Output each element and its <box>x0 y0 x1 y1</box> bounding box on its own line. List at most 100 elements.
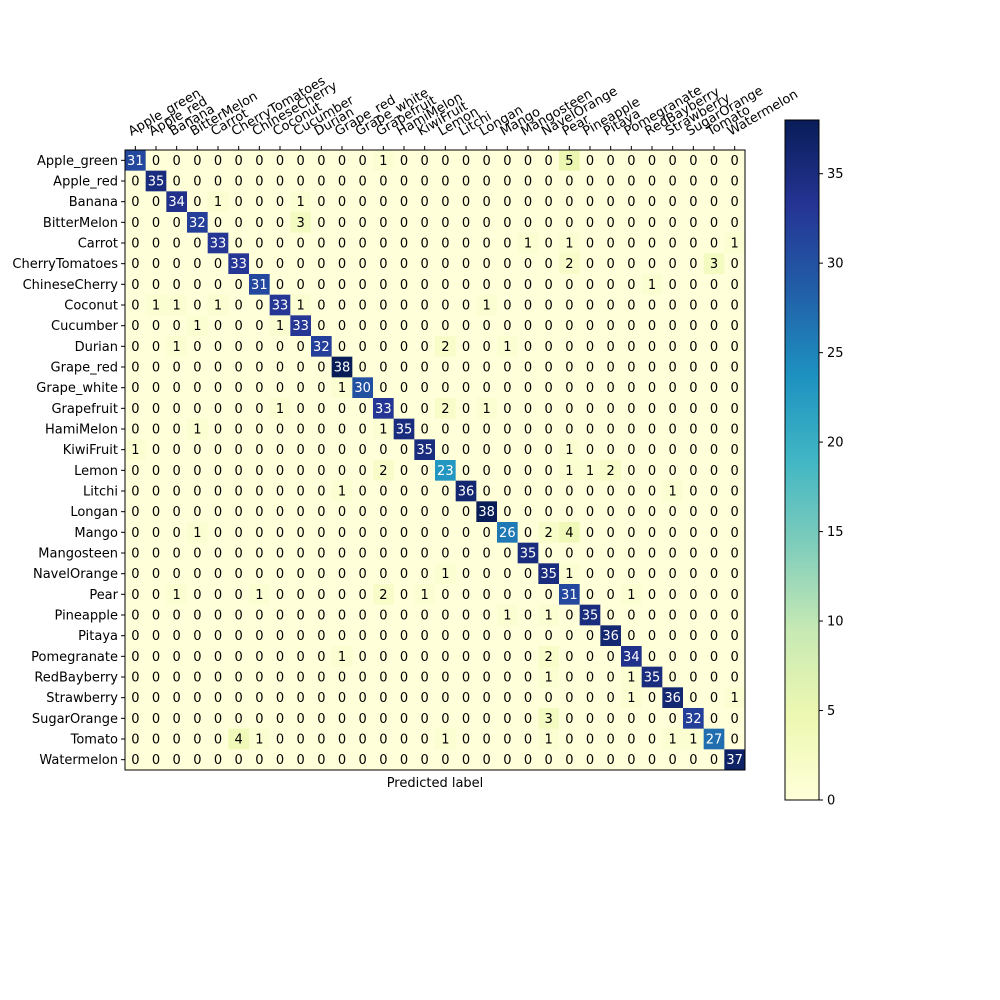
heatmap-cell <box>600 563 622 585</box>
heatmap-cell <box>662 708 684 730</box>
cell-value: 0 <box>607 381 615 396</box>
heatmap-cell <box>290 377 312 399</box>
cell-value: 0 <box>565 340 573 355</box>
heatmap-cell <box>476 584 498 606</box>
heatmap-cell <box>414 212 436 234</box>
heatmap-cell <box>579 294 601 316</box>
heatmap-cell <box>352 232 374 254</box>
cell-value: 0 <box>648 753 656 768</box>
heatmap-cell <box>125 501 147 523</box>
cell-value: 0 <box>607 712 615 727</box>
heatmap-cell <box>455 170 477 192</box>
heatmap-cell <box>724 232 746 254</box>
heatmap-cell <box>414 356 436 378</box>
cell-value: 0 <box>400 319 408 334</box>
heatmap-cell <box>724 749 746 771</box>
cell-value: 0 <box>276 547 284 562</box>
cell-value: 0 <box>483 609 491 624</box>
heatmap-cell <box>600 356 622 378</box>
heatmap-cell <box>497 253 519 275</box>
heatmap-cell <box>724 253 746 275</box>
cell-value: 0 <box>462 257 470 272</box>
cell-value: 0 <box>627 175 635 190</box>
cell-value: 0 <box>524 526 532 541</box>
heatmap-cell <box>187 336 209 358</box>
cell-value: 0 <box>214 629 222 644</box>
heatmap-cell <box>641 563 663 585</box>
cell-value: 0 <box>173 753 181 768</box>
heatmap-cell <box>145 666 167 688</box>
cell-value: 1 <box>689 733 697 748</box>
cell-value: 1 <box>193 526 201 541</box>
heatmap-cell <box>373 460 395 482</box>
heatmap-cell <box>662 439 684 461</box>
cell-value: 0 <box>317 691 325 706</box>
heatmap-cell <box>497 563 519 585</box>
cell-value: 0 <box>421 299 429 314</box>
heatmap-cell <box>517 728 539 750</box>
cell-value: 0 <box>421 629 429 644</box>
heatmap-cell <box>414 584 436 606</box>
cell-value: 0 <box>648 547 656 562</box>
heatmap-cell <box>207 150 229 172</box>
cell-value: 0 <box>152 216 160 231</box>
cell-value: 0 <box>255 423 263 438</box>
heatmap-cell <box>352 604 374 626</box>
heatmap-cell <box>538 212 560 234</box>
heatmap-cell <box>166 253 188 275</box>
cell-value: 0 <box>731 629 739 644</box>
cell-value: 0 <box>669 443 677 458</box>
cell-value: 0 <box>710 712 718 727</box>
cell-value: 0 <box>359 175 367 190</box>
cell-value: 0 <box>503 753 511 768</box>
heatmap-cell <box>497 315 519 337</box>
heatmap-cell <box>559 356 581 378</box>
heatmap-cell <box>683 542 705 564</box>
heatmap-cell <box>269 356 291 378</box>
cell-value: 0 <box>627 567 635 582</box>
heatmap-cell <box>435 687 457 709</box>
cell-value: 0 <box>483 588 491 603</box>
cell-value: 0 <box>441 650 449 665</box>
cell-value: 0 <box>214 443 222 458</box>
cell-value: 0 <box>503 443 511 458</box>
cell-value: 0 <box>193 609 201 624</box>
heatmap-cell <box>331 563 353 585</box>
cell-value: 0 <box>565 505 573 520</box>
cell-value: 0 <box>710 485 718 500</box>
heatmap-cell <box>228 439 250 461</box>
heatmap-cell <box>497 501 519 523</box>
heatmap-cell <box>703 274 725 296</box>
heatmap-cell <box>331 315 353 337</box>
heatmap-cell <box>207 439 229 461</box>
cell-value: 0 <box>276 609 284 624</box>
cell-value: 0 <box>379 691 387 706</box>
cell-value: 0 <box>524 381 532 396</box>
cell-value: 0 <box>462 588 470 603</box>
cell-value: 0 <box>669 340 677 355</box>
heatmap-cell <box>538 232 560 254</box>
cell-value: 0 <box>710 505 718 520</box>
cell-value: 0 <box>193 257 201 272</box>
heatmap-cell <box>621 439 643 461</box>
heatmap-cell <box>352 274 374 296</box>
cell-value-labels: 31 0 0 0 0 0 0 0 0 0 0 0 1 0 0 0 0 0 0 0 0 5 0 0 0 0 0 0 0 00 35 0 0 0 0 0 0… <box>127 154 743 768</box>
heatmap-cell <box>621 666 643 688</box>
cell-value: 0 <box>214 340 222 355</box>
cell-value: 1 <box>338 381 346 396</box>
cell-value: 0 <box>173 216 181 231</box>
cell-value: 0 <box>235 691 243 706</box>
heatmap-cell <box>125 687 147 709</box>
heatmap-cell <box>228 398 250 420</box>
cell-value: 0 <box>710 629 718 644</box>
heatmap-cell <box>683 191 705 213</box>
heatmap-cell <box>641 480 663 502</box>
heatmap-cell <box>331 439 353 461</box>
y-tick-label: SugarOrange <box>32 712 118 727</box>
cell-value: 0 <box>400 671 408 686</box>
heatmap-cell <box>641 418 663 440</box>
cell-value: 0 <box>193 712 201 727</box>
heatmap-cell <box>393 728 415 750</box>
cell-value: 0 <box>462 361 470 376</box>
cell-value: 0 <box>193 299 201 314</box>
